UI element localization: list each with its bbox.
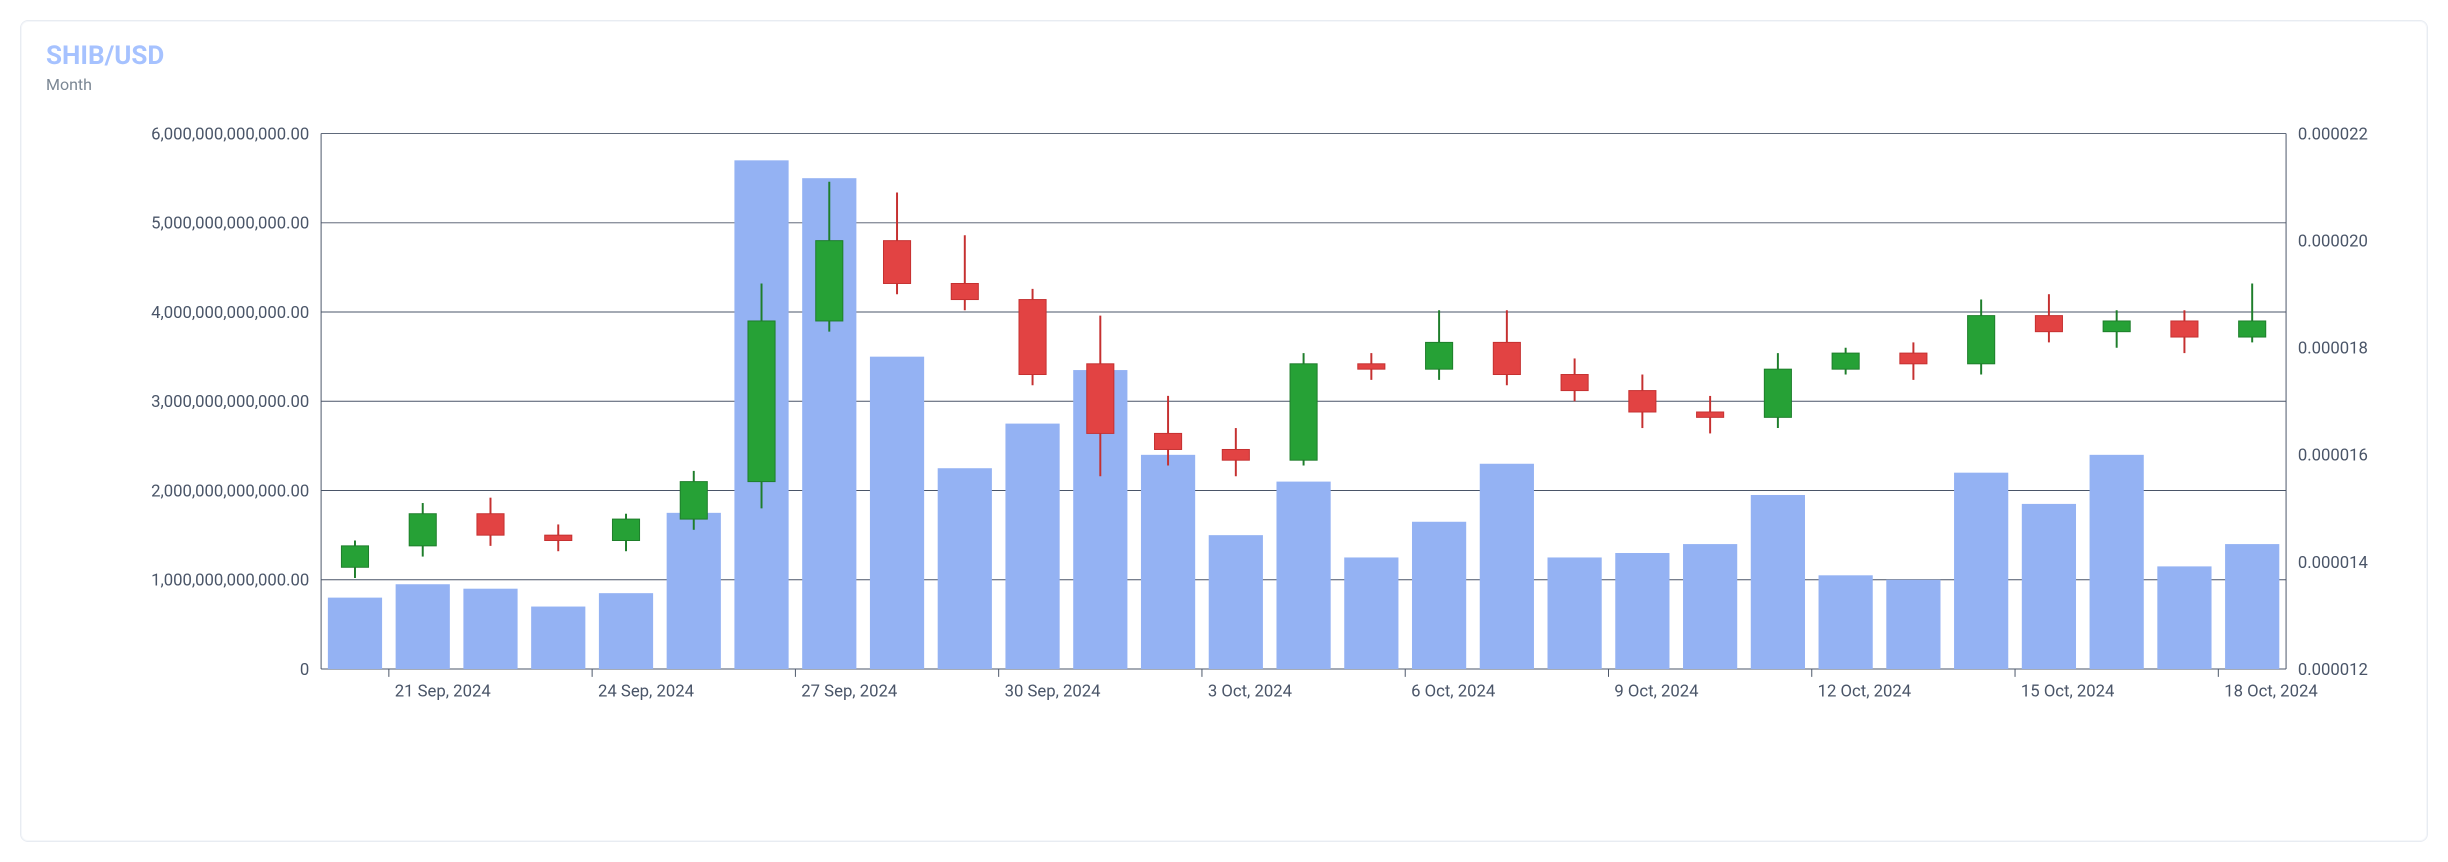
candle-body bbox=[1629, 391, 1656, 412]
volume-bar bbox=[2225, 544, 2279, 669]
candle-body bbox=[1222, 449, 1249, 460]
candle-body bbox=[477, 514, 504, 535]
candle-body bbox=[409, 514, 436, 546]
volume-bar bbox=[1412, 522, 1466, 669]
candle-body bbox=[680, 482, 707, 519]
chart-plot: 0 1,000,000,000,000.00 2,000,000,000,000.0… bbox=[46, 109, 2402, 831]
candle-body bbox=[341, 546, 368, 567]
volume-bar bbox=[1819, 575, 1873, 669]
candle-body bbox=[1832, 353, 1859, 369]
candle-body bbox=[2103, 321, 2130, 332]
volume-bar bbox=[1276, 482, 1330, 669]
volume-bar bbox=[599, 593, 653, 669]
chart-subtitle: Month bbox=[46, 75, 2402, 94]
y1-tick-label: 4,000,000,000,000.00 bbox=[151, 304, 309, 323]
volume-bar bbox=[1886, 580, 1940, 669]
candle-body bbox=[1764, 369, 1791, 417]
candle-body bbox=[1087, 364, 1114, 434]
volume-bar bbox=[1480, 464, 1534, 669]
y2-tick-label: 0.000022 bbox=[2298, 125, 2368, 144]
volume-bar bbox=[667, 513, 721, 669]
volume-bar bbox=[938, 468, 992, 669]
volume-bar bbox=[1344, 557, 1398, 669]
volume-bar bbox=[1751, 495, 1805, 669]
volume-bar bbox=[463, 589, 517, 669]
candle-body bbox=[951, 283, 978, 299]
volume-bar bbox=[1683, 544, 1737, 669]
y2-tick-label: 0.000018 bbox=[2298, 340, 2368, 359]
candle-body bbox=[1290, 364, 1317, 460]
candle-body bbox=[2035, 316, 2062, 332]
y1-tick-label: 5,000,000,000,000.00 bbox=[151, 215, 309, 234]
x-tick-label: 24 Sep, 2024 bbox=[598, 683, 694, 702]
y1-tick-label: 1,000,000,000,000.00 bbox=[151, 572, 309, 591]
y2-tick-label: 0.000020 bbox=[2298, 233, 2368, 252]
volume-bar bbox=[1005, 424, 1059, 669]
volume-bar bbox=[1209, 535, 1263, 669]
candle-body bbox=[883, 241, 910, 284]
candle-body bbox=[816, 241, 843, 321]
x-tick-label: 9 Oct, 2024 bbox=[1614, 683, 1698, 702]
candle-body bbox=[1155, 433, 1182, 449]
candle-body bbox=[2171, 321, 2198, 337]
candle-body bbox=[748, 321, 775, 482]
volume-bar bbox=[396, 584, 450, 669]
candle-body bbox=[1493, 342, 1520, 374]
y2-tick-label: 0.000012 bbox=[2298, 661, 2368, 680]
volume-bar bbox=[1548, 557, 1602, 669]
x-tick-label: 12 Oct, 2024 bbox=[1818, 683, 1912, 702]
x-tick-label: 6 Oct, 2024 bbox=[1411, 683, 1495, 702]
y1-tick-label: 3,000,000,000,000.00 bbox=[151, 393, 309, 412]
x-tick-label: 15 Oct, 2024 bbox=[2021, 683, 2115, 702]
candle-body bbox=[1561, 375, 1588, 391]
x-tick-label: 3 Oct, 2024 bbox=[1208, 683, 1292, 702]
candle-body bbox=[1968, 316, 1995, 364]
x-tick-label: 18 Oct, 2024 bbox=[2224, 683, 2318, 702]
candle-body bbox=[545, 535, 572, 540]
volume-bar bbox=[2090, 455, 2144, 669]
volume-bar bbox=[531, 607, 585, 669]
y1-tick-label: 2,000,000,000,000.00 bbox=[151, 482, 309, 501]
candle-body bbox=[2239, 321, 2266, 337]
y1-tick-label: 6,000,000,000,000.00 bbox=[151, 125, 309, 144]
y2-tick-label: 0.000014 bbox=[2298, 554, 2368, 573]
y1-tick-label: 0 bbox=[300, 661, 309, 680]
volume-bar bbox=[1954, 473, 2008, 669]
x-tick-label: 27 Sep, 2024 bbox=[801, 683, 897, 702]
x-tick-label: 30 Sep, 2024 bbox=[1005, 683, 1101, 702]
volume-bar bbox=[2022, 504, 2076, 669]
candle-body bbox=[1019, 300, 1046, 375]
y2-tick-label: 0.000016 bbox=[2298, 447, 2368, 466]
volume-bar bbox=[1141, 455, 1195, 669]
candle-body bbox=[1358, 364, 1385, 369]
volume-bar bbox=[870, 357, 924, 669]
candle-body bbox=[612, 519, 639, 540]
volume-bar bbox=[328, 598, 382, 669]
chart-card: SHIB/USD Month 0 1,000,000,000,000.00 2,00… bbox=[20, 20, 2428, 842]
volume-bar bbox=[1615, 553, 1669, 669]
x-tick-label: 21 Sep, 2024 bbox=[395, 683, 491, 702]
candle-body bbox=[1697, 412, 1724, 417]
candle-body bbox=[1426, 342, 1453, 369]
chart-title: SHIB/USD bbox=[46, 41, 2402, 71]
candle-body bbox=[1900, 353, 1927, 364]
volume-bar bbox=[2157, 566, 2211, 669]
